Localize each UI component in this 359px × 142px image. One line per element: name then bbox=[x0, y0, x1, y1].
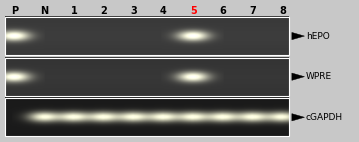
Text: 1: 1 bbox=[71, 6, 77, 16]
Text: 3: 3 bbox=[130, 6, 137, 16]
Text: 7: 7 bbox=[250, 6, 256, 16]
Text: N: N bbox=[40, 6, 48, 16]
Text: 5: 5 bbox=[190, 6, 196, 16]
Text: cGAPDH: cGAPDH bbox=[306, 113, 343, 122]
Polygon shape bbox=[292, 73, 304, 80]
Text: 8: 8 bbox=[279, 6, 286, 16]
Text: 2: 2 bbox=[101, 6, 107, 16]
Text: WPRE: WPRE bbox=[306, 72, 332, 81]
Bar bbox=[5, 98, 289, 136]
Text: hEPO: hEPO bbox=[306, 32, 330, 41]
Polygon shape bbox=[292, 114, 304, 121]
Text: 4: 4 bbox=[160, 6, 167, 16]
Text: P: P bbox=[11, 6, 18, 16]
Bar bbox=[5, 17, 289, 55]
Text: 6: 6 bbox=[220, 6, 226, 16]
Polygon shape bbox=[292, 32, 304, 40]
Bar bbox=[5, 58, 289, 96]
